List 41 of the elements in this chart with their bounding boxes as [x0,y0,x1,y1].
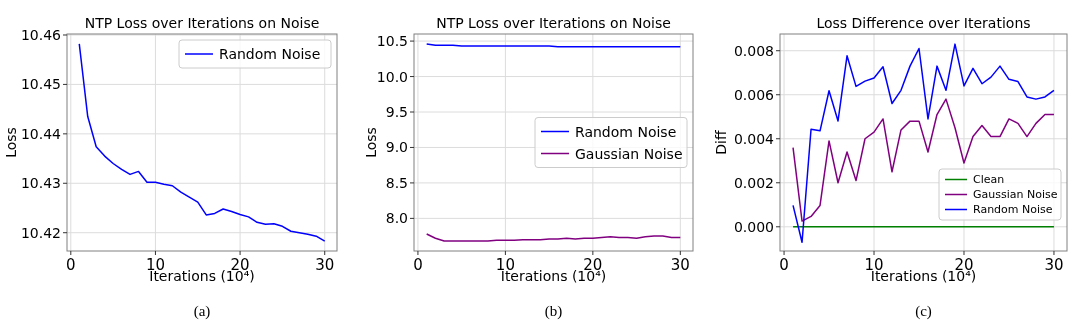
y-tick-label: 0.008 [733,42,774,59]
y-tick-label: 10.45 [20,76,61,93]
y-tick-label: 10.43 [20,175,61,192]
legend-label: Random Noise [575,123,677,140]
y-tick-label: 0.002 [733,174,774,191]
y-tick-label: 9.5 [385,104,408,121]
text: (b) [544,303,563,320]
y-tick-label: 10.44 [20,125,62,142]
text: (a) [193,303,211,320]
y-tick-label: 0.006 [733,86,775,103]
line-series [425,233,682,242]
y-tick-label: 8.5 [385,174,408,191]
legend-label: Random Noise [219,46,321,63]
y-tick-label: 10.0 [376,68,408,85]
y-axis-title: Loss [3,127,19,158]
y-tick-label: 10.46 [20,26,62,43]
x-tick-label: 30 [1044,256,1064,274]
chart-title: NTP Loss over Iterations on Noise [436,15,671,31]
x-tick-label: 30 [315,256,335,274]
line-series [78,43,326,242]
y-tick-label: 10.42 [20,224,61,241]
text: (c) [915,303,932,320]
y-tick-label: 0.004 [733,130,775,147]
legend-label: Clean [973,173,1005,187]
y-axis-title: Loss [363,127,379,158]
legend-label: Random Noise [973,203,1053,217]
chart-title: NTP Loss over Iterations on Noise [84,15,320,31]
x-tick-label: 30 [670,256,690,274]
x-tick-label: 0 [413,256,423,274]
y-axis-title: Diff [713,129,729,155]
x-tick-label: 0 [66,256,76,274]
y-tick-label: 8.0 [385,210,408,227]
y-tick-label: 9.0 [385,139,408,156]
legend-label: Gaussian Noise [973,188,1058,202]
x-tick-label: 0 [779,256,789,274]
line-series [792,98,1055,222]
y-tick-label: 0.000 [733,218,774,235]
chart-title: Loss Difference over Iterations [816,15,1031,31]
y-tick-label: 10.5 [376,33,408,50]
legend-label: Gaussian Noise [575,145,683,162]
line-series [792,43,1055,243]
